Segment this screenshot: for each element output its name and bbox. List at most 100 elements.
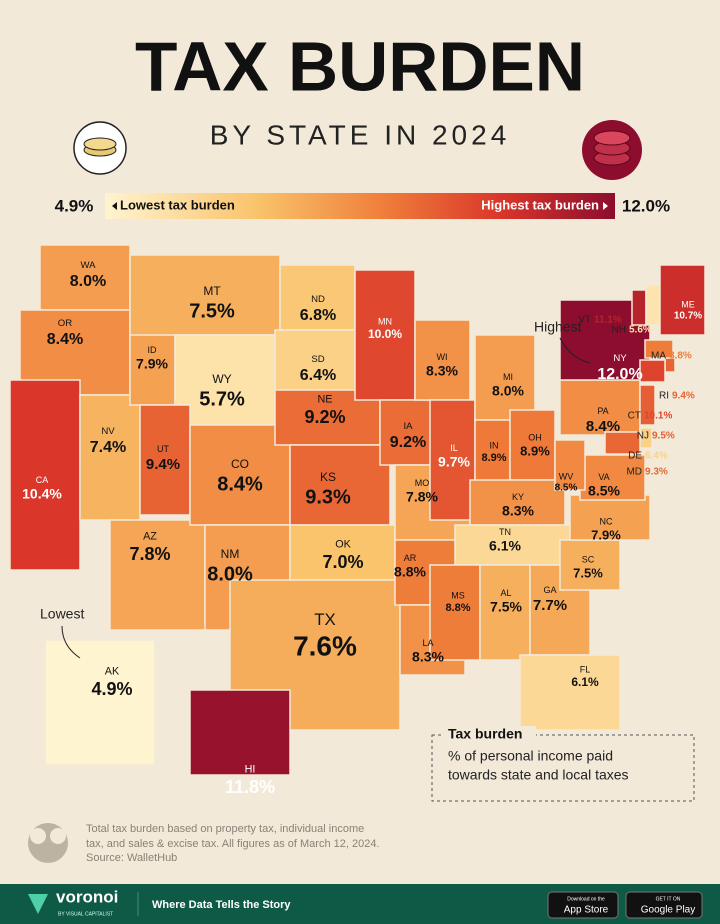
- state-code: NC: [600, 517, 613, 527]
- state-code: MI: [503, 372, 513, 382]
- state-value: 8.8%: [394, 564, 426, 580]
- state-code: TN: [499, 527, 511, 537]
- state-code: KY: [512, 492, 524, 502]
- state-value: 5.7%: [199, 388, 245, 410]
- state-value: 11.1%: [594, 315, 622, 326]
- state-code: WA: [80, 260, 96, 271]
- state: [639, 359, 666, 383]
- state-code: MN: [378, 317, 392, 327]
- state-value: 8.3%: [426, 363, 458, 379]
- brand-icon: [28, 894, 48, 914]
- state-code: CT: [628, 411, 641, 422]
- annotation-highest: Highest: [534, 319, 582, 335]
- state-value: 12.0%: [597, 366, 642, 383]
- state-value: 9.5%: [652, 431, 675, 442]
- state-value: 4.9%: [91, 679, 132, 699]
- state: [39, 244, 131, 311]
- state: [469, 479, 566, 526]
- state-code: TX: [314, 610, 335, 629]
- state: [559, 539, 621, 591]
- coin-icon: [73, 120, 642, 180]
- key-text: towards state and local taxes: [448, 767, 629, 783]
- state-code: NJ: [637, 431, 649, 442]
- state: [429, 399, 476, 521]
- state-value: 10.4%: [22, 486, 62, 502]
- state-code: WY: [212, 372, 231, 386]
- subtitle: BY STATE IN 2024: [210, 119, 511, 150]
- state-code: SD: [311, 354, 324, 365]
- state-value: 7.7%: [533, 597, 567, 614]
- state-code: FL: [580, 665, 591, 675]
- state-code: WI: [437, 352, 448, 362]
- state-value: 5.6%: [629, 325, 652, 336]
- state-code: NY: [613, 353, 627, 364]
- state: [414, 319, 471, 401]
- state-code: IA: [403, 421, 413, 432]
- google-play-button[interactable]: [625, 891, 703, 919]
- state: [474, 334, 536, 421]
- state-code: LA: [422, 638, 433, 648]
- state-code: GA: [543, 585, 556, 595]
- annotation-lowest: Lowest: [40, 606, 84, 622]
- state: [554, 439, 586, 491]
- state-code: MT: [203, 284, 221, 298]
- state-code: AZ: [143, 531, 157, 543]
- state: [289, 524, 396, 581]
- footnote: tax, and sales & excise tax. All figures…: [86, 838, 380, 850]
- state: [479, 564, 531, 661]
- state-code: IN: [490, 440, 499, 450]
- state-value: 10.0%: [368, 327, 402, 341]
- arrow-right: [603, 202, 608, 210]
- key-title-bg: [444, 726, 536, 744]
- legend-min: 4.9%: [55, 196, 94, 215]
- key-text: % of personal income paid: [448, 748, 613, 764]
- state-value: 8.8%: [445, 602, 470, 614]
- state-code: DE: [628, 451, 642, 462]
- state: [9, 379, 81, 571]
- state-code: RI: [659, 391, 669, 402]
- state-value: 8.0%: [70, 273, 106, 290]
- state-code: KS: [320, 470, 336, 484]
- state-value: 9.7%: [438, 454, 470, 470]
- state-code: VT: [578, 315, 591, 326]
- state-value: 7.5%: [573, 565, 603, 580]
- footnote: Source: WalletHub: [86, 852, 177, 864]
- state-value: 11.8%: [225, 777, 275, 797]
- google-play-text: Google Play: [641, 905, 695, 916]
- key-title: Tax burden: [448, 726, 522, 742]
- state: [644, 339, 674, 359]
- state-value: 7.9%: [591, 527, 621, 542]
- state-value: 9.3%: [645, 467, 668, 478]
- state-value: 7.5%: [189, 300, 235, 322]
- state-value: 8.9%: [520, 443, 550, 458]
- state-code: ID: [148, 345, 158, 355]
- state-code: IL: [450, 443, 458, 453]
- state-value: 8.9%: [481, 452, 506, 464]
- state-code: OK: [335, 539, 351, 551]
- state: [174, 334, 276, 426]
- state-code: PA: [597, 406, 608, 416]
- state-value: 8.5%: [588, 483, 620, 499]
- state: [639, 384, 656, 426]
- state-code: MO: [415, 478, 430, 488]
- state-value: 7.4%: [90, 439, 126, 456]
- byline: BY VISUAL CAPITALIST: [58, 911, 113, 917]
- state: [289, 444, 391, 526]
- state-value: 9.2%: [304, 407, 345, 427]
- state-value: 8.8%: [669, 351, 692, 362]
- app-store-button[interactable]: [547, 891, 619, 919]
- annotation-arrow: [61, 625, 81, 659]
- app-store-small: Download on the: [567, 896, 605, 902]
- state-value: 6.4%: [300, 367, 336, 384]
- state-code: SC: [582, 555, 595, 565]
- state-value: 9.2%: [390, 434, 426, 451]
- legend-max-label: Highest tax burden: [481, 197, 599, 212]
- state-value: 7.8%: [406, 489, 438, 505]
- state-value: 7.6%: [293, 630, 357, 661]
- state-value: 6.1%: [489, 538, 521, 554]
- state: [631, 289, 647, 326]
- state: [645, 284, 661, 326]
- state-value: 7.8%: [129, 544, 170, 564]
- state-code: MD: [626, 467, 642, 478]
- state-code: MS: [451, 590, 465, 600]
